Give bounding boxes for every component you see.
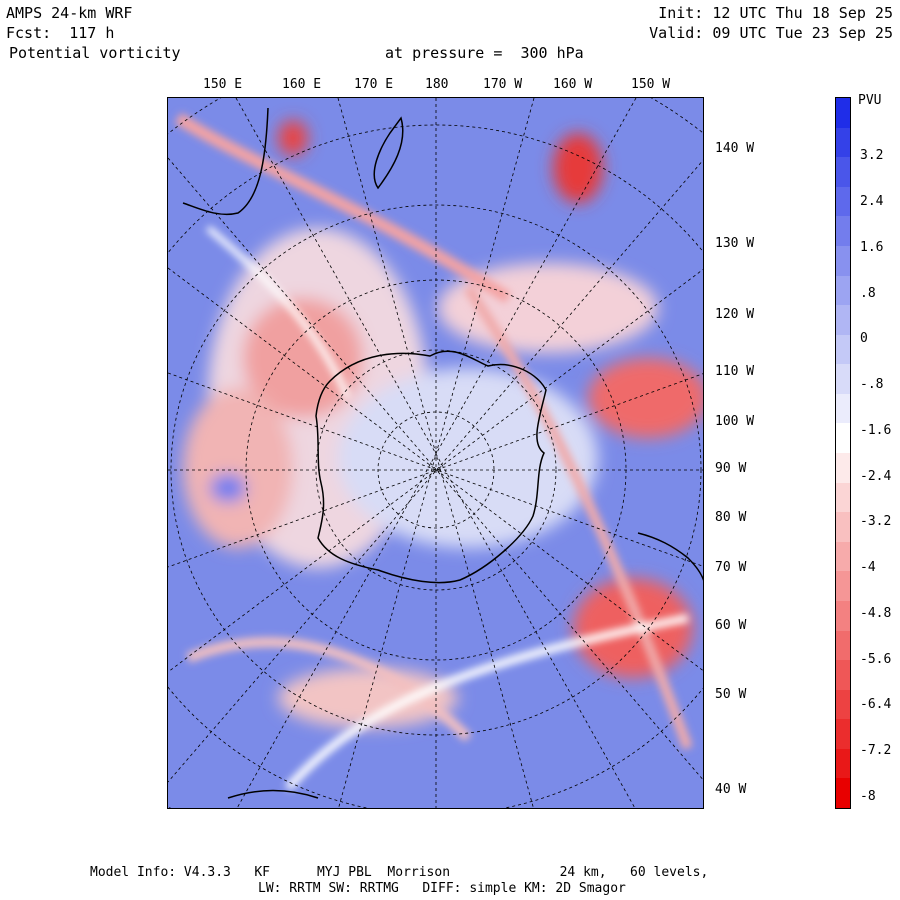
colorbar-label: -2.4 bbox=[860, 469, 892, 484]
pv-anomaly-west-arc bbox=[183, 388, 293, 548]
graticule bbox=[168, 98, 703, 808]
pv-map bbox=[167, 97, 704, 809]
colorbar-label: -5.6 bbox=[860, 652, 892, 667]
lon-label-top: 170 W bbox=[483, 77, 523, 92]
colorbar-label: -1.6 bbox=[860, 423, 892, 438]
lon-label-top: 180 bbox=[425, 77, 449, 92]
lon-label-right: 120 W bbox=[715, 307, 755, 322]
model-title: AMPS 24-km WRF bbox=[6, 4, 133, 22]
meridian bbox=[168, 157, 703, 781]
colorbar-swatch bbox=[836, 186, 850, 217]
pv-anomaly-ne bbox=[553, 133, 603, 203]
colorbar-swatch bbox=[836, 245, 850, 276]
pv-anomaly-nw bbox=[278, 120, 308, 156]
footer-model-info: Model Info: V4.3.3 KF MYJ PBL Morrison 2… bbox=[90, 865, 709, 880]
colorbar-swatch bbox=[836, 571, 850, 602]
pv-filaments bbox=[174, 112, 693, 791]
colorbar-swatch bbox=[836, 305, 850, 336]
colorbar-label: 0 bbox=[860, 331, 868, 346]
lon-label-top: 160 E bbox=[282, 77, 322, 92]
colorbar-swatch bbox=[836, 660, 850, 691]
lon-label-top: 160 W bbox=[553, 77, 593, 92]
colorbar-label: -8 bbox=[860, 789, 876, 804]
lon-label-right: 130 W bbox=[715, 236, 755, 251]
field-name: Potential vorticity bbox=[9, 44, 181, 62]
colorbar-swatch bbox=[836, 689, 850, 720]
colorbar-swatch bbox=[836, 719, 850, 750]
valid-time: Valid: 09 UTC Tue 23 Sep 25 bbox=[649, 24, 893, 42]
colorbar-swatch bbox=[836, 630, 850, 661]
lon-label-top: 150 W bbox=[631, 77, 671, 92]
pv-blue-eddy bbox=[210, 474, 246, 502]
colorbar-swatch bbox=[836, 778, 850, 809]
pv-polar-cap bbox=[338, 368, 598, 548]
pv-shading bbox=[183, 120, 703, 728]
antarctica-coast bbox=[315, 350, 547, 584]
colorbar-swatch bbox=[836, 98, 850, 128]
colorbar-label: -3.2 bbox=[860, 514, 892, 529]
colorbar-swatch bbox=[836, 275, 850, 306]
pv-filament bbox=[285, 614, 689, 791]
colorbar-label: -6.4 bbox=[860, 697, 892, 712]
colorbar-label: -4.8 bbox=[860, 606, 892, 621]
pv-anomaly-west-core bbox=[243, 298, 363, 418]
lon-label-right: 100 W bbox=[715, 414, 755, 429]
pv-anomaly-south bbox=[278, 668, 458, 728]
colorbar-swatch bbox=[836, 334, 850, 365]
lon-label-right: 140 W bbox=[715, 141, 755, 156]
colorbar-label: 3.2 bbox=[860, 148, 884, 163]
meridian bbox=[236, 98, 637, 808]
lon-label-right: 60 W bbox=[715, 618, 747, 633]
pv-filament bbox=[206, 225, 351, 400]
australia-coast bbox=[182, 107, 269, 215]
init-time: Init: 12 UTC Thu 18 Sep 25 bbox=[658, 4, 893, 22]
lon-label-right: 50 W bbox=[715, 687, 747, 702]
colorbar-swatch bbox=[836, 600, 850, 631]
forecast-hour: Fcst: 117 h bbox=[6, 24, 115, 42]
new-zealand-coast bbox=[373, 116, 404, 190]
coastlines bbox=[182, 107, 703, 799]
colorbar-swatch bbox=[836, 453, 850, 483]
meridian bbox=[168, 159, 703, 783]
pressure-level: at pressure = 300 hPa bbox=[385, 44, 584, 62]
colorbar-label: -4 bbox=[860, 560, 876, 575]
colorbar-swatch bbox=[836, 216, 850, 247]
colorbar-swatch bbox=[836, 482, 850, 513]
pv-field-svg bbox=[168, 98, 703, 808]
lon-label-top: 170 E bbox=[354, 77, 394, 92]
colorbar-swatch bbox=[836, 512, 850, 543]
lon-label-top: 150 E bbox=[203, 77, 243, 92]
pv-filament bbox=[463, 285, 693, 750]
lon-label-right: 90 W bbox=[715, 461, 747, 476]
meridian bbox=[168, 373, 703, 568]
colorbar-label: -7.2 bbox=[860, 743, 892, 758]
colorbar-label: 2.4 bbox=[860, 194, 884, 209]
meridian bbox=[168, 269, 703, 673]
lon-label-right: 110 W bbox=[715, 364, 755, 379]
colorbar-swatch bbox=[836, 364, 850, 395]
pv-filament bbox=[174, 112, 512, 304]
colorbar-label: .8 bbox=[860, 286, 876, 301]
lon-label-right: 40 W bbox=[715, 782, 747, 797]
colorbar-swatch bbox=[836, 541, 850, 572]
colorbar-swatch bbox=[836, 423, 850, 454]
lon-label-right: 80 W bbox=[715, 510, 747, 525]
colorbar-swatch bbox=[836, 748, 850, 779]
south-america-coast bbox=[637, 532, 703, 581]
colorbar-label: 1.6 bbox=[860, 240, 884, 255]
colorbar-swatch bbox=[836, 127, 850, 158]
pv-filament bbox=[186, 637, 472, 742]
africa-coast bbox=[227, 789, 319, 799]
colorbar bbox=[835, 97, 851, 809]
footer-physics-info: LW: RRTM SW: RRTMG DIFF: simple KM: 2D S… bbox=[258, 881, 626, 896]
colorbar-swatch bbox=[836, 157, 850, 188]
pv-anomaly-east bbox=[588, 358, 703, 438]
colorbar-swatch bbox=[836, 393, 850, 424]
colorbar-label: -.8 bbox=[860, 377, 884, 392]
colorbar-unit: PVU bbox=[858, 93, 882, 108]
meridian bbox=[168, 372, 703, 567]
lon-label-right: 70 W bbox=[715, 560, 747, 575]
